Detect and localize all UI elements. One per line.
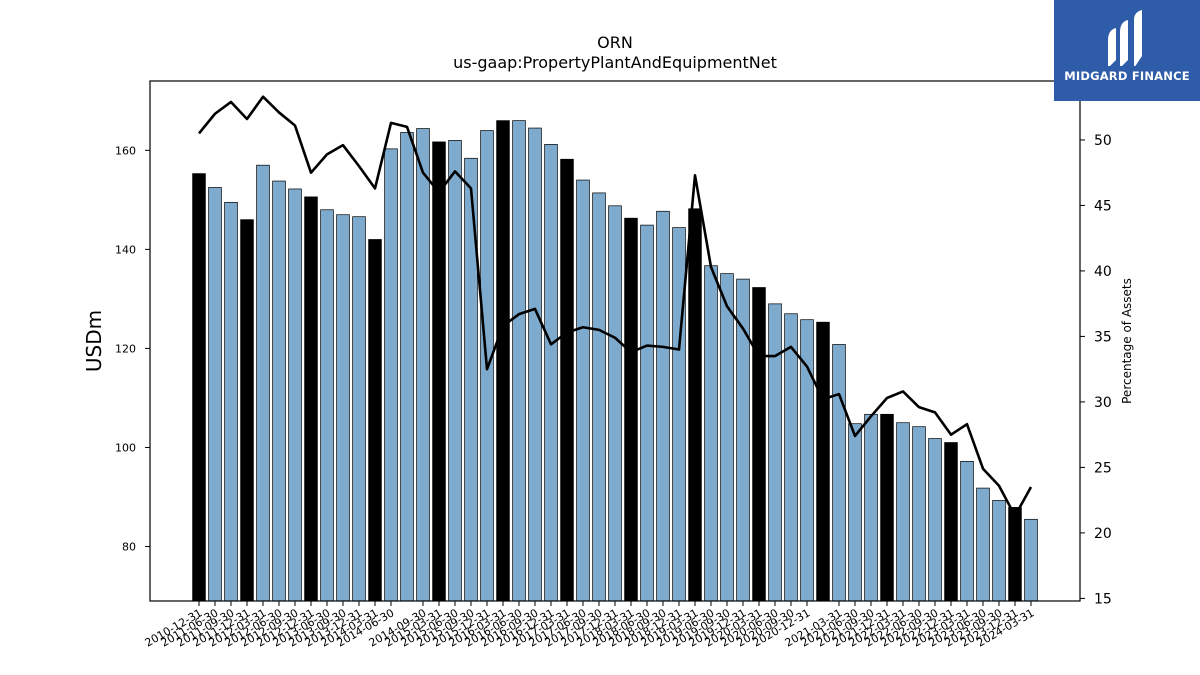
- bar: [304, 196, 318, 602]
- bar: [240, 219, 254, 602]
- bar: [432, 141, 446, 602]
- bar: [896, 422, 910, 602]
- bar: [832, 344, 846, 602]
- bar: [608, 205, 622, 602]
- bar: [960, 460, 974, 602]
- bar: [688, 208, 702, 602]
- bar: [592, 192, 606, 602]
- bar: [992, 500, 1006, 602]
- bar: [864, 413, 878, 602]
- chart-subtitle: us-gaap:PropertyPlantAndEquipmentNet: [453, 53, 777, 72]
- bar: [928, 438, 942, 602]
- bar-group: [192, 120, 1038, 602]
- bar: [400, 132, 414, 602]
- bar: [1008, 507, 1022, 602]
- bar: [352, 216, 366, 602]
- bar: [976, 487, 990, 602]
- brand-logo: MIDGARD FINANCE: [1054, 0, 1200, 101]
- y-ticks-left: 80 100 120 140 160: [115, 144, 150, 554]
- bar: [1024, 518, 1038, 602]
- bar: [944, 442, 958, 602]
- bar: [880, 413, 894, 602]
- bar: [224, 201, 238, 602]
- bar: [448, 140, 462, 602]
- y-ticks-right: 15 20 25 30 35 40 45 50: [1080, 133, 1112, 607]
- y-tick-label-left: 120: [115, 342, 136, 355]
- bar: [848, 423, 862, 602]
- bar: [752, 287, 766, 602]
- bar: [720, 273, 734, 602]
- bar: [272, 180, 286, 602]
- chart-title: ORN: [597, 33, 633, 52]
- bar: [288, 188, 302, 602]
- y-tick-label-right: 40: [1094, 264, 1112, 280]
- y-tick-label-left: 80: [122, 541, 136, 554]
- y-tick-label-right: 15: [1094, 591, 1112, 607]
- y-tick-label-left: 100: [115, 441, 136, 454]
- bar: [704, 265, 718, 602]
- percentage-line: [197, 95, 1033, 518]
- bar: [336, 214, 350, 602]
- bar: [368, 239, 382, 602]
- bar: [256, 164, 270, 602]
- bar: [192, 173, 206, 602]
- x-ticks: 2010-12-312011-06-302011-09-302011-12-31…: [143, 601, 1037, 650]
- bar: [528, 127, 542, 602]
- y-tick-label-right: 50: [1094, 133, 1112, 149]
- y-axis-label-right: Percentage of Assets: [1120, 278, 1134, 404]
- bar: [624, 217, 638, 602]
- y-tick-label-right: 30: [1094, 395, 1112, 411]
- y-tick-label-left: 160: [115, 144, 136, 157]
- y-tick-label-right: 25: [1094, 460, 1112, 476]
- bar: [320, 209, 334, 602]
- bar: [656, 210, 670, 602]
- bar: [384, 148, 398, 602]
- bar: [816, 321, 830, 602]
- bar: [640, 224, 654, 602]
- bar: [208, 187, 222, 602]
- bar: [672, 227, 686, 602]
- y-tick-label-right: 45: [1094, 198, 1112, 214]
- y-tick-label-right: 20: [1094, 526, 1112, 542]
- bar: [576, 179, 590, 602]
- y-tick-label-right: 35: [1094, 329, 1112, 345]
- bar: [512, 120, 526, 602]
- bar: [784, 313, 798, 602]
- bar: [496, 120, 510, 602]
- y-axis-label-left: USDm: [82, 310, 106, 372]
- bar: [416, 128, 430, 602]
- bar: [560, 158, 574, 602]
- bar: [544, 144, 558, 602]
- bar: [912, 426, 926, 602]
- y-tick-label-left: 140: [115, 243, 136, 256]
- logo-mark-icon: [1108, 10, 1142, 66]
- plot-frame: [149, 80, 1081, 602]
- logo-text: MIDGARD FINANCE: [1064, 69, 1190, 83]
- bar: [768, 303, 782, 602]
